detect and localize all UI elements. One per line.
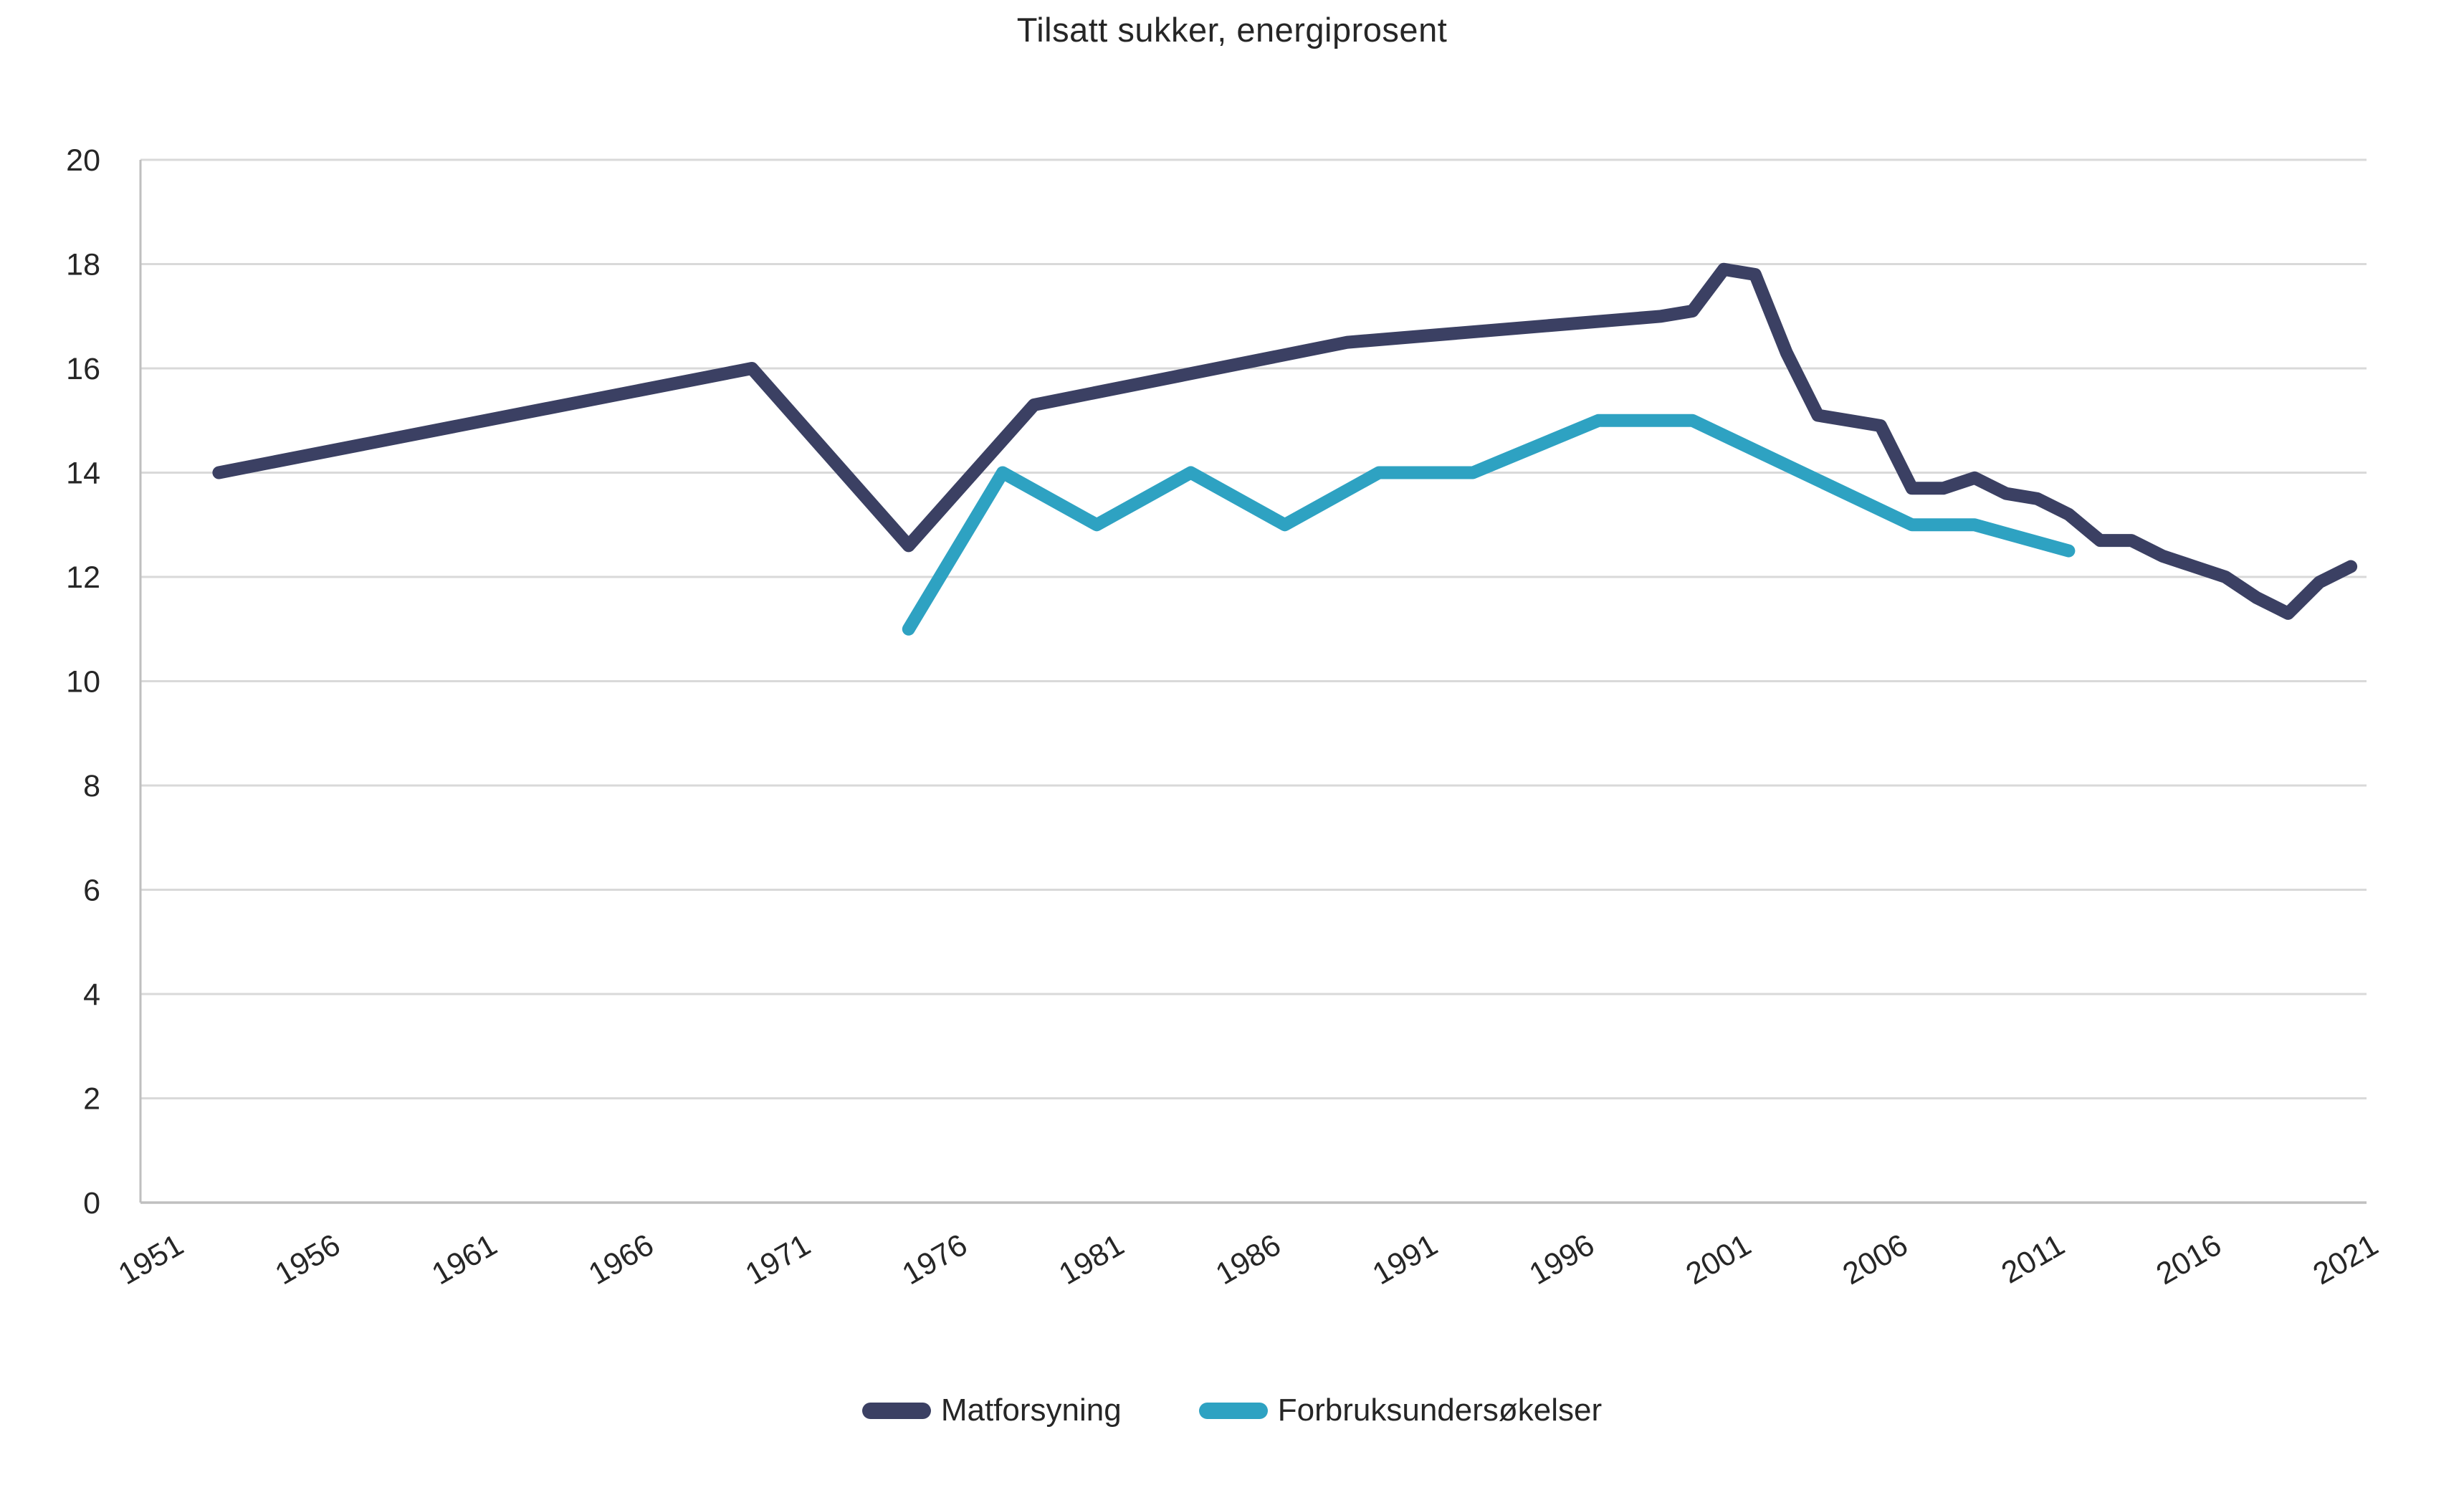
series-line-forbruksundersokelser xyxy=(902,414,2076,636)
x-tick-label: 2021 xyxy=(2307,1228,2384,1291)
x-tick-label: 1961 xyxy=(426,1228,503,1291)
x-tick-label: 2011 xyxy=(1996,1228,2071,1291)
x-tick-label: 1971 xyxy=(740,1228,816,1291)
y-tick-label: 16 xyxy=(66,352,100,386)
y-tick-label: 2 xyxy=(83,1082,100,1117)
x-tick-label: 1996 xyxy=(1524,1228,1600,1291)
y-tick-label: 14 xyxy=(66,457,100,491)
x-tick-label: 1966 xyxy=(583,1228,659,1291)
chart-title: Tilsatt sukker, energiprosent xyxy=(1016,11,1448,49)
chart-legend: Matforsyning Forbruksundersøkelser xyxy=(0,1395,2464,1426)
y-tick-label: 10 xyxy=(66,665,100,699)
legend-swatch-matforsyning-icon xyxy=(861,1402,931,1419)
x-tick-label: 2006 xyxy=(1837,1228,1914,1291)
x-tick-label: 1976 xyxy=(897,1228,973,1291)
x-tick-label: 1951 xyxy=(113,1228,189,1291)
y-tick-label: 4 xyxy=(83,978,100,1012)
x-tick-label: 2001 xyxy=(1681,1228,1757,1291)
y-tick-label: 8 xyxy=(83,769,100,803)
x-tick-label: 1986 xyxy=(1210,1228,1286,1291)
x-tick-label: 1991 xyxy=(1367,1228,1443,1291)
y-tick-label: 20 xyxy=(66,143,100,178)
series-line-matforsyning xyxy=(212,262,2358,620)
legend-swatch-forbruksundersokelser-icon xyxy=(1198,1402,1268,1419)
legend-label-matforsyning: Matforsyning xyxy=(940,1393,1122,1428)
x-tick-label: 1981 xyxy=(1054,1228,1130,1291)
legend-label-forbruksundersokelser: Forbruksundersøkelser xyxy=(1277,1393,1603,1428)
x-tick-label: 2016 xyxy=(2151,1228,2227,1291)
y-tick-label: 6 xyxy=(83,874,100,908)
legend-item-matforsyning: Matforsyning xyxy=(861,1393,1122,1428)
x-tick-label: 1956 xyxy=(269,1228,346,1291)
y-tick-label: 18 xyxy=(66,248,100,282)
legend-item-forbruksundersokelser: Forbruksundersøkelser xyxy=(1198,1393,1603,1428)
y-tick-label: 0 xyxy=(83,1186,100,1221)
y-tick-label: 12 xyxy=(66,560,100,595)
